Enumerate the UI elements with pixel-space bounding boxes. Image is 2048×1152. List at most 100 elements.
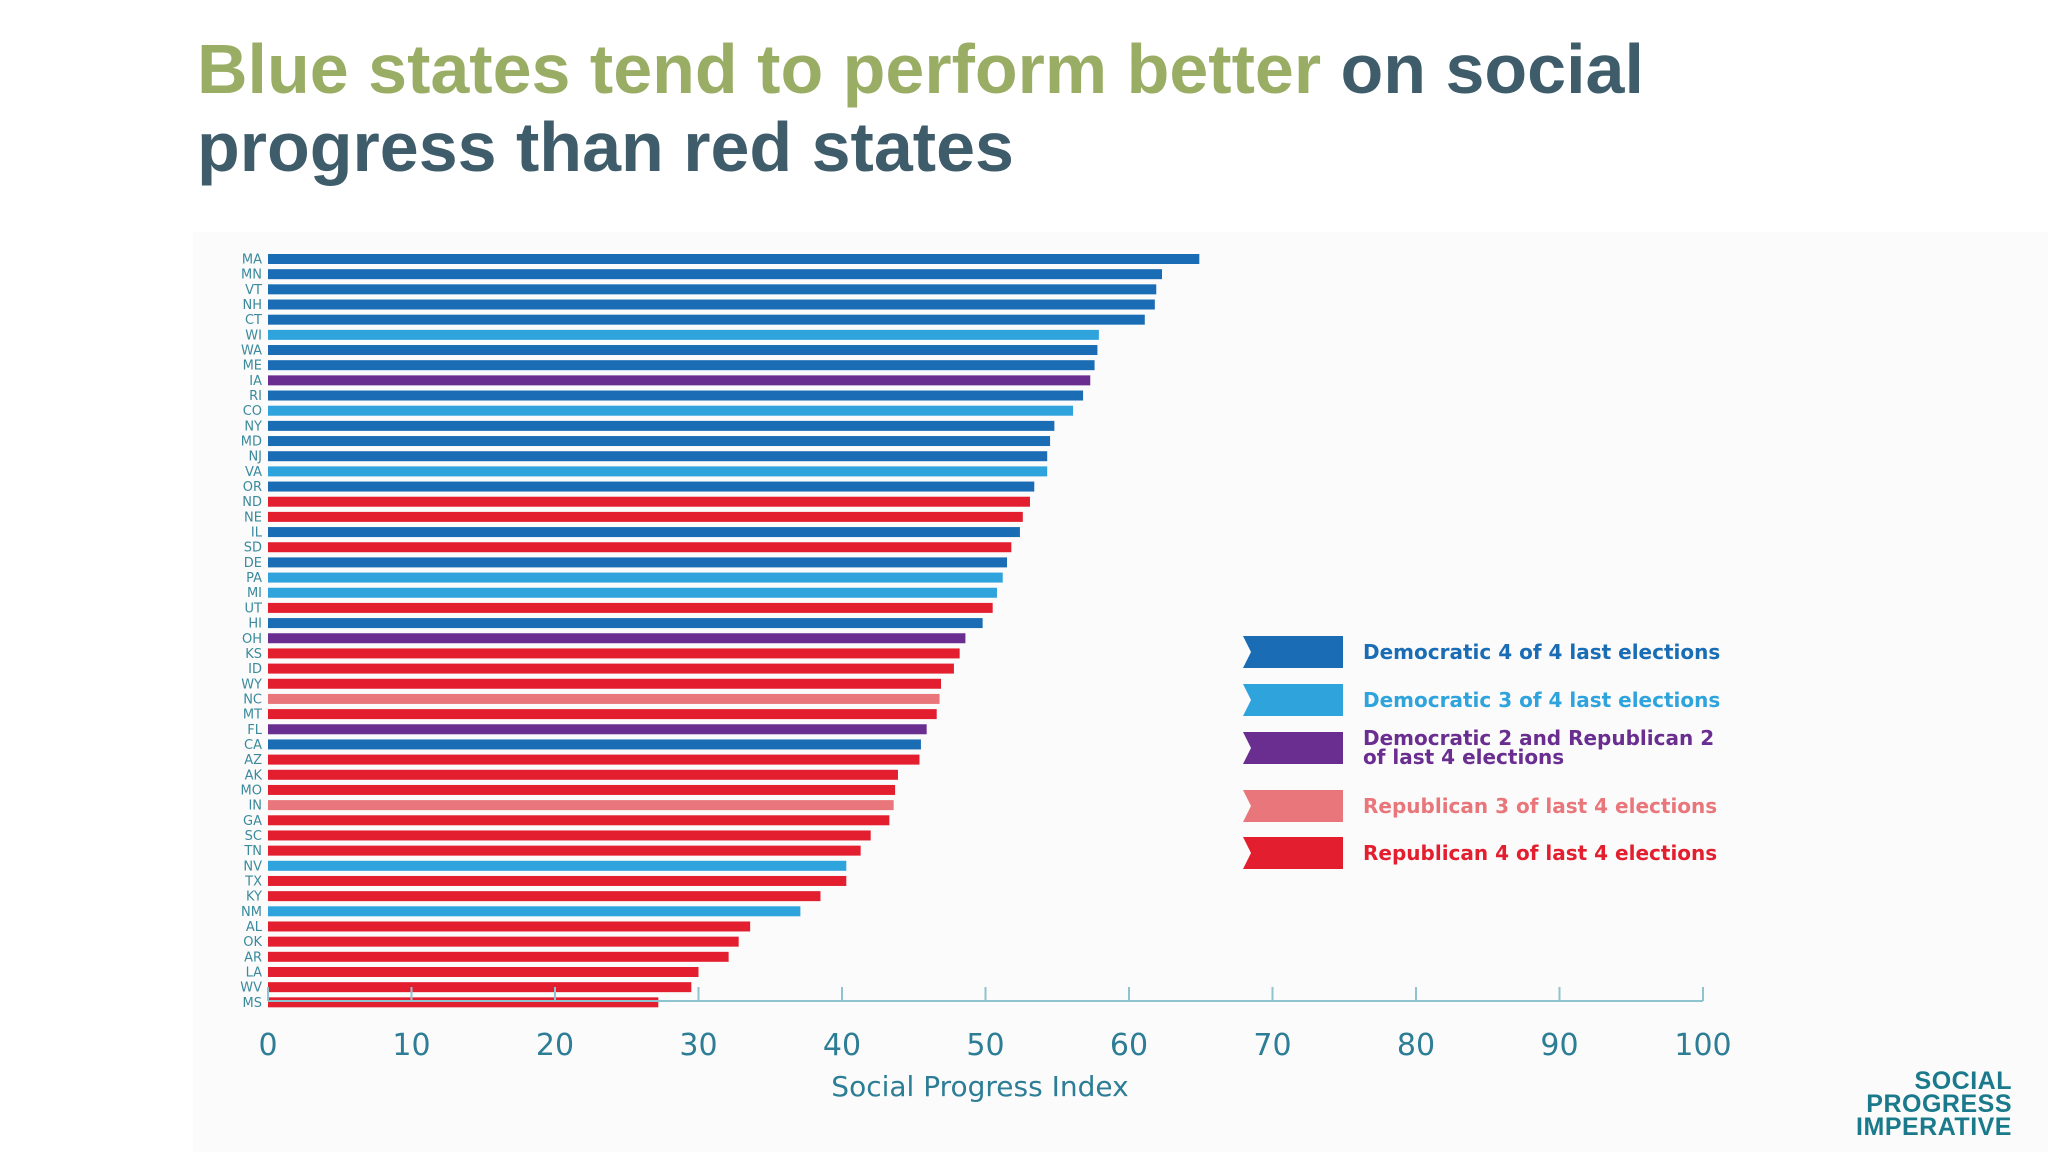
x-axis: 0 10 20 30 40 50 60 70 80 90 100 Social Progress I… — [258, 987, 1732, 1103]
category-label-ms: MS — [243, 996, 262, 1011]
category-labels-group: MAMNVTNHCTWIWAMEIARICONYMDNJVAORNDNEILSD… — [240, 253, 263, 1011]
chart-panel: MA MN VT NH CT WI WA ME IA RI CO NY MD NJ VA OR ND NE IL SD… — [193, 232, 2048, 1152]
category-label-va: VA — [245, 465, 262, 480]
page-title: Blue states tend to perform better on so… — [197, 30, 1797, 186]
category-label-hi: HI — [248, 617, 262, 632]
category-label-nd: ND — [242, 495, 262, 510]
x-tick-label-10: 10 — [392, 1028, 430, 1063]
category-label-ny: NY — [244, 419, 262, 434]
x-tick-label-20: 20 — [536, 1028, 574, 1063]
category-label-ak: AK — [245, 768, 263, 783]
x-tick-label-60: 60 — [1110, 1028, 1148, 1063]
category-label-az: AZ — [244, 753, 262, 768]
category-label-wy: WY — [241, 677, 262, 692]
category-label-tn: TN — [243, 844, 262, 859]
category-label-me: ME — [243, 359, 262, 374]
x-tick-label-40: 40 — [823, 1028, 861, 1063]
bar-chart: MAMNVTNHCTWIWAMEIARICONYMDNJVAORNDNEILSD… — [240, 253, 1732, 1104]
bar-oh — [268, 633, 966, 644]
bar-nv — [268, 860, 847, 871]
bar-ak — [268, 769, 898, 780]
x-tick-label-50: 50 — [966, 1028, 1004, 1063]
bar-tx — [268, 875, 847, 886]
x-tick-label-70: 70 — [1253, 1028, 1291, 1063]
category-label-wa: WA — [241, 344, 262, 359]
category-label-mt: MT — [243, 708, 262, 723]
x-tick-label-100: 100 — [1674, 1028, 1731, 1063]
bar-mi — [268, 587, 997, 598]
logo-line-1: SOCIAL — [1914, 1067, 2012, 1095]
category-label-al: AL — [246, 920, 263, 935]
x-tick-label-80: 80 — [1397, 1028, 1435, 1063]
category-label-ga: GA — [243, 814, 262, 829]
x-ticks-group: 0 10 20 30 40 50 60 70 80 90 100 — [258, 987, 1732, 1063]
category-label-de: DE — [244, 556, 262, 571]
logo-line-2: PROGRESS — [1866, 1090, 2012, 1118]
category-label-ky: KY — [246, 890, 262, 905]
x-tick-label-0: 0 — [258, 1028, 277, 1063]
category-label-mn: MN — [241, 268, 262, 283]
bar-md — [268, 436, 1051, 447]
category-label-nh: NH — [243, 298, 263, 313]
legend-swatch-dem4 — [1243, 636, 1343, 668]
bar-ri — [268, 390, 1084, 401]
category-label-ri: RI — [249, 389, 262, 404]
bar-ia — [268, 375, 1091, 386]
legend-label-rep3: Republican 3 of last 4 elections — [1363, 794, 1717, 818]
category-label-ct: CT — [245, 313, 262, 328]
bar-wa — [268, 345, 1098, 356]
bar-fl — [268, 724, 927, 735]
category-label-pa: PA — [246, 571, 262, 586]
category-label-mo: MO — [241, 783, 262, 798]
category-label-vt: VT — [245, 283, 262, 298]
legend-swatch-rep4 — [1243, 837, 1343, 869]
bar-ct — [268, 314, 1145, 325]
bar-or — [268, 481, 1035, 492]
logo-line-3: IMPERATIVE — [1856, 1113, 2012, 1141]
bar-id — [268, 663, 954, 674]
category-label-ca: CA — [244, 738, 262, 753]
bar-de — [268, 557, 1008, 568]
bar-ar — [268, 951, 729, 962]
bar-in — [268, 800, 894, 811]
category-label-ar: AR — [244, 950, 262, 965]
bar-ut — [268, 602, 993, 613]
category-label-wi: WI — [245, 328, 262, 343]
legend-label-split: Democratic 2 and Republican 2 of last 4 e… — [1363, 726, 1714, 769]
bar-ma — [268, 254, 1200, 264]
bar-ga — [268, 815, 890, 826]
title-rest: on social progress than red states — [197, 30, 1644, 186]
bars-group — [268, 254, 1200, 1008]
category-label-nm: NM — [241, 905, 262, 920]
category-label-il: IL — [251, 526, 263, 541]
category-label-ok: OK — [243, 935, 262, 950]
category-label-sc: SC — [245, 829, 262, 844]
bar-me — [268, 360, 1095, 371]
bar-mn — [268, 269, 1163, 280]
bar-az — [268, 754, 920, 765]
category-label-ut: UT — [245, 601, 263, 616]
bar-nh — [268, 299, 1155, 310]
bar-wy — [268, 678, 942, 689]
category-label-nv: NV — [243, 859, 262, 874]
category-label-nc: NC — [243, 692, 262, 707]
x-axis-title: Social Progress Index — [831, 1070, 1128, 1103]
bar-nj — [268, 451, 1048, 462]
bar-il — [268, 527, 1020, 538]
legend-swatch-rep3 — [1243, 790, 1343, 822]
category-label-la: LA — [246, 965, 263, 980]
x-tick-label-30: 30 — [679, 1028, 717, 1063]
x-tick-label-90: 90 — [1540, 1028, 1578, 1063]
category-label-tx: TX — [244, 874, 262, 889]
bar-nd — [268, 496, 1030, 507]
legend-label-rep4: Republican 4 of last 4 elections — [1363, 841, 1717, 865]
bar-mo — [268, 784, 896, 795]
category-label-nj: NJ — [248, 450, 262, 465]
category-label-in: IN — [248, 799, 262, 814]
category-label-ks: KS — [245, 647, 262, 662]
category-label-fl: FL — [247, 723, 262, 738]
bar-tn — [268, 845, 861, 856]
legend-label-dem3: Democratic 3 of 4 last elections — [1363, 688, 1720, 712]
bar-hi — [268, 618, 983, 629]
bar-ca — [268, 739, 921, 750]
